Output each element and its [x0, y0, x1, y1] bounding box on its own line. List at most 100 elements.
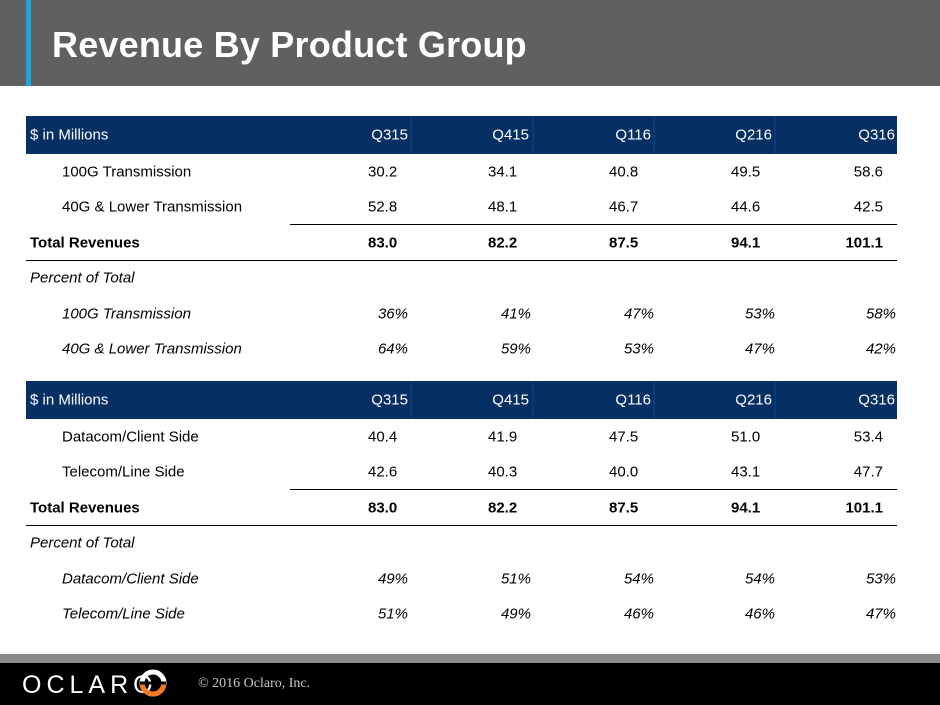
row-value: 34.1 — [488, 163, 518, 181]
row-value: 51% — [500, 570, 531, 588]
percent-heading-row: Percent of Total — [26, 261, 897, 297]
percent-row: Datacom/Client Side 49% 51% 54% 54% 53% — [26, 561, 897, 597]
table-row: 40G & Lower Transmission 52.8 48.1 46.7 … — [26, 190, 897, 225]
row-value: 101.1 — [845, 499, 883, 517]
header-col: Q315 — [371, 391, 408, 409]
header-col: Q415 — [492, 126, 529, 144]
table-header-row: $ in Millions Q315 Q415 Q116 Q216 Q316 — [26, 116, 897, 154]
row-value: 40.8 — [609, 163, 639, 181]
row-label: Datacom/Client Side — [62, 428, 199, 446]
row-value: 44.6 — [731, 198, 761, 216]
header-col: Q316 — [858, 126, 895, 144]
row-value: 94.1 — [731, 234, 761, 252]
row-value: 51.0 — [731, 428, 761, 446]
row-value: 87.5 — [609, 499, 639, 517]
row-value: 46.7 — [609, 198, 639, 216]
header-col: Q415 — [492, 391, 529, 409]
revenue-table-2: $ in Millions Q315 Q415 Q116 Q216 Q316 D… — [26, 381, 897, 632]
row-label: Total Revenues — [30, 499, 140, 517]
row-value: 47% — [744, 340, 775, 358]
row-label: Total Revenues — [30, 234, 140, 252]
row-value: 53% — [744, 305, 775, 323]
header-label: $ in Millions — [30, 126, 109, 144]
row-value: 53.4 — [853, 428, 883, 446]
subtotal-rule — [290, 224, 897, 225]
row-value: 82.2 — [488, 499, 518, 517]
row-label: 40G & Lower Transmission — [62, 340, 242, 358]
row-value: 101.1 — [845, 234, 883, 252]
row-value: 49.5 — [731, 163, 761, 181]
row-value: 47% — [623, 305, 654, 323]
total-rule — [26, 524, 897, 526]
row-value: 53% — [865, 570, 896, 588]
row-value: 46% — [623, 605, 654, 623]
row-value: 48.1 — [488, 198, 518, 216]
percent-row: 40G & Lower Transmission 64% 59% 53% 47%… — [26, 332, 897, 368]
row-value: 53% — [623, 340, 654, 358]
row-value: 51% — [377, 605, 408, 623]
row-value: 58.6 — [853, 163, 883, 181]
footer-divider — [0, 654, 940, 663]
row-label: Telecom/Line Side — [62, 605, 185, 623]
row-value: 41% — [500, 305, 531, 323]
row-value: 47% — [865, 605, 896, 623]
subtotal-rule — [290, 489, 897, 490]
row-value: 83.0 — [368, 499, 398, 517]
total-row: Total Revenues 83.0 82.2 87.5 94.1 101.1 — [26, 225, 897, 261]
header-col: Q315 — [371, 126, 408, 144]
revenue-table-1: $ in Millions Q315 Q415 Q116 Q216 Q316 1… — [26, 116, 897, 367]
row-value: 40.4 — [368, 428, 398, 446]
percent-row: 100G Transmission 36% 41% 47% 53% 58% — [26, 296, 897, 332]
percent-heading: Percent of Total — [30, 269, 135, 287]
row-value: 58% — [865, 305, 896, 323]
percent-row: Telecom/Line Side 51% 49% 46% 46% 47% — [26, 597, 897, 633]
row-label: 40G & Lower Transmission — [62, 198, 243, 216]
row-value: 40.0 — [609, 463, 639, 481]
table-row: Telecom/Line Side 42.6 40.3 40.0 43.1 47… — [26, 455, 897, 490]
row-value: 49% — [500, 605, 531, 623]
row-value: 41.9 — [488, 428, 518, 446]
copyright-text: © 2016 Oclaro, Inc. — [198, 676, 311, 691]
title-accent-bar — [26, 0, 31, 86]
header-label: $ in Millions — [30, 391, 109, 409]
table-row: Datacom/Client Side 40.4 41.9 47.5 51.0 … — [26, 419, 897, 455]
header-col: Q116 — [615, 391, 651, 409]
row-value: 30.2 — [368, 163, 398, 181]
total-rule — [26, 259, 897, 261]
row-value: 54% — [744, 570, 775, 588]
row-value: 59% — [500, 340, 531, 358]
row-label: 100G Transmission — [62, 163, 192, 181]
header-col: Q316 — [858, 391, 895, 409]
row-value: 47.5 — [609, 428, 639, 446]
row-value: 47.7 — [853, 463, 883, 481]
table-row: 100G Transmission 30.2 34.1 40.8 49.5 58… — [26, 154, 897, 190]
row-value: 36% — [377, 305, 408, 323]
row-value: 49% — [377, 570, 408, 588]
row-value: 40.3 — [488, 463, 518, 481]
percent-heading-row: Percent of Total — [26, 526, 897, 562]
row-value: 43.1 — [731, 463, 761, 481]
row-value: 82.2 — [488, 234, 518, 252]
oclaro-logo-text: OCLARO — [22, 671, 158, 699]
row-label: 100G Transmission — [62, 305, 191, 323]
row-label: Telecom/Line Side — [62, 463, 185, 481]
row-value: 94.1 — [731, 499, 761, 517]
header-col: Q216 — [735, 391, 772, 409]
percent-heading: Percent of Total — [30, 534, 135, 552]
total-row: Total Revenues 83.0 82.2 87.5 94.1 101.1 — [26, 490, 897, 526]
row-value: 64% — [377, 340, 408, 358]
row-value: 52.8 — [368, 198, 398, 216]
row-value: 83.0 — [368, 234, 398, 252]
table-header-row: $ in Millions Q315 Q415 Q116 Q216 Q316 — [26, 381, 897, 419]
row-label: Datacom/Client Side — [62, 570, 199, 588]
row-value: 87.5 — [609, 234, 639, 252]
oclaro-logo-icon — [139, 669, 167, 697]
row-value: 46% — [744, 605, 775, 623]
row-value: 54% — [623, 570, 654, 588]
page-title: Revenue By Product Group — [52, 24, 527, 65]
header-col: Q216 — [735, 126, 772, 144]
title-bar: Revenue By Product Group — [0, 0, 940, 86]
header-col: Q116 — [615, 126, 651, 144]
row-value: 42% — [865, 340, 896, 358]
row-value: 42.6 — [368, 463, 398, 481]
